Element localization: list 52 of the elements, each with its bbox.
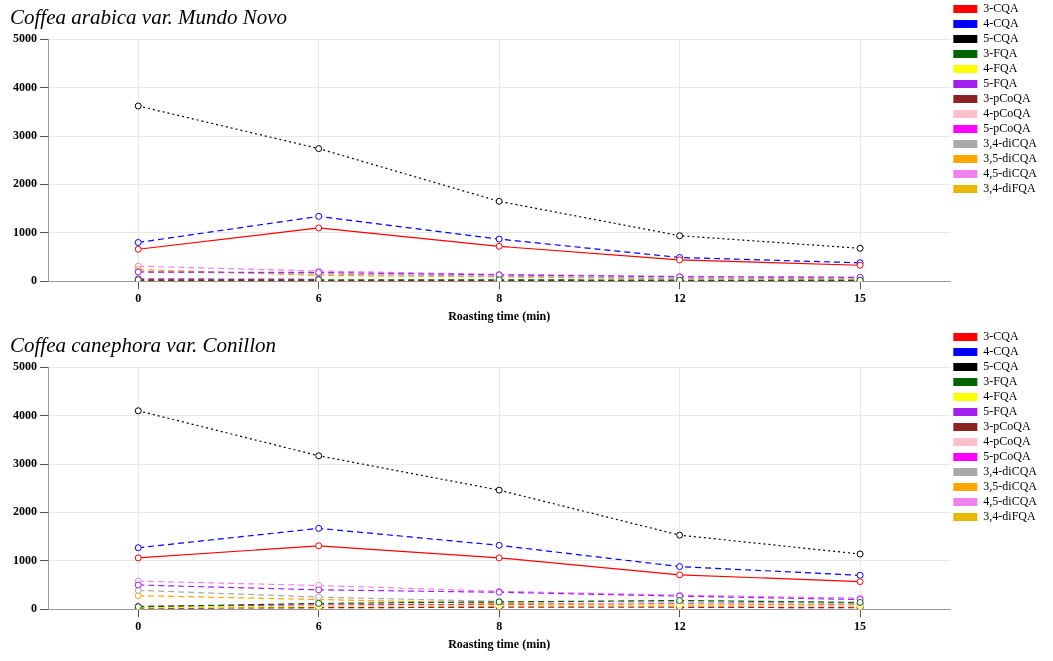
y-tick-label: 2000 (13, 176, 37, 191)
x-tick-label: 0 (135, 619, 142, 634)
legend-label: 3,5-diCQA (983, 151, 1038, 166)
y-tick-label: 1000 (13, 224, 37, 239)
legend-label: 4-CQA (983, 16, 1019, 31)
x-tick-label: 12 (673, 619, 686, 634)
legend-label: 4,5-diCQA (983, 494, 1038, 509)
legend-label: 3-FQA (983, 46, 1018, 61)
x-tick-label: 15 (854, 619, 867, 634)
legend-label: 4-CQA (983, 344, 1019, 359)
y-tick-label: 0 (31, 601, 37, 616)
y-tick-label: 4000 (13, 407, 37, 422)
y-tick-label: 1000 (13, 552, 37, 567)
legend-label: 3-CQA (983, 1, 1019, 16)
x-axis-title: Roasting time (min) (448, 308, 551, 323)
x-tick-label: 12 (673, 291, 686, 306)
legend-label: 3,4-diCQA (983, 136, 1038, 151)
legend-label: 4,5-diCQA (983, 166, 1038, 181)
legend-label: 3-CQA (983, 329, 1019, 344)
y-tick-label: 4000 (13, 79, 37, 94)
legend-label: 4-pCoQA (983, 434, 1031, 449)
chart-title: Coffea canephora var. Conillon (10, 333, 276, 358)
x-tick-label: 15 (854, 291, 867, 306)
y-tick-label: 0 (31, 273, 37, 288)
legend-label: 5-CQA (983, 31, 1019, 46)
legend-label: 3-FQA (983, 374, 1018, 389)
legend-label: 3-pCoQA (983, 91, 1031, 106)
y-tick-label: 3000 (13, 128, 37, 143)
legend-label: 3,4-diFQA (983, 509, 1036, 524)
chart-title: Coffea arabica var. Mundo Novo (10, 5, 288, 30)
x-tick-label: 6 (315, 291, 322, 306)
x-tick-label: 8 (496, 291, 503, 306)
x-tick-label: 6 (315, 619, 322, 634)
x-tick-label: 8 (496, 619, 503, 634)
legend-label: 5-FQA (983, 404, 1018, 419)
legend-label: 4-FQA (983, 61, 1018, 76)
legend-label: 5-FQA (983, 76, 1018, 91)
legend-label: 5-pCoQA (983, 121, 1031, 136)
legend-label: 3,4-diCQA (983, 464, 1038, 479)
legend-label: 3,5-diCQA (983, 479, 1038, 494)
legend-label: 3-pCoQA (983, 419, 1031, 434)
legend-label: 4-FQA (983, 389, 1018, 404)
legend-label: 4-pCoQA (983, 106, 1031, 121)
x-axis-title: Roasting time (min) (448, 636, 551, 651)
legend-label: 5-pCoQA (983, 449, 1031, 464)
x-tick-label: 0 (135, 291, 142, 306)
legend-label: 5-CQA (983, 359, 1019, 374)
y-tick-label: 5000 (13, 359, 37, 374)
y-tick-label: 3000 (13, 456, 37, 471)
legend-label: 3,4-diFQA (983, 181, 1036, 196)
y-tick-label: 2000 (13, 504, 37, 519)
y-tick-label: 5000 (13, 31, 37, 46)
